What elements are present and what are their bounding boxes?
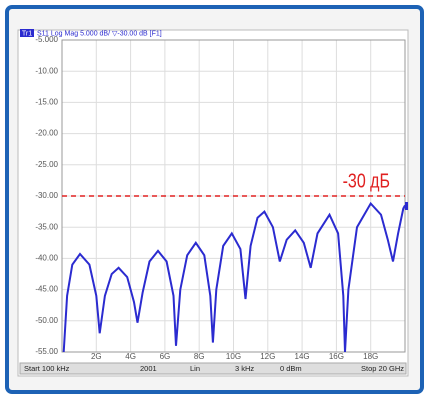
y-tick-label: -45.00 <box>35 285 58 294</box>
y-tick-label: -20.00 <box>35 129 58 138</box>
y-tick-label: -5.000 <box>35 35 58 44</box>
x-tick-label: 12G <box>260 352 275 361</box>
status-text: 0 dBm <box>280 364 302 373</box>
ref-marker <box>405 202 408 210</box>
y-tick-label: -30.00 <box>35 191 58 200</box>
y-tick-label: -55.00 <box>35 347 58 356</box>
x-tick-label: 16G <box>329 352 344 361</box>
plot-window <box>17 29 409 377</box>
status-text: Start 100 kHz <box>24 364 70 373</box>
x-tick-label: 14G <box>295 352 310 361</box>
trace-box <box>20 29 34 37</box>
x-tick-label: 8G <box>194 352 205 361</box>
x-tick-label: 10G <box>226 352 241 361</box>
x-tick-label: 4G <box>125 352 136 361</box>
x-tick-label: 6G <box>160 352 171 361</box>
y-tick-label: -10.00 <box>35 66 58 75</box>
y-tick-label: -25.00 <box>35 160 58 169</box>
trace-label: Tr1 <box>22 30 32 37</box>
status-text: 3 kHz <box>235 364 254 373</box>
y-tick-label: -50.00 <box>35 316 58 325</box>
status-text: Stop 20 GHz <box>361 364 404 373</box>
status-text: 2001 <box>140 364 157 373</box>
trace-line <box>62 201 406 353</box>
x-tick-label: 18G <box>363 352 378 361</box>
y-tick-label: -35.00 <box>35 222 58 231</box>
y-tick-label: -40.00 <box>35 254 58 263</box>
x-tick-label: 2G <box>91 352 102 361</box>
reference-label: -30 дБ <box>343 170 390 192</box>
y-tick-label: -15.00 <box>35 98 58 107</box>
status-bar <box>19 362 407 375</box>
trace-header: S11 Log Mag 5.000 dB/ ▽-30.00 dB [F1] <box>37 30 162 37</box>
status-text: Lin <box>190 364 200 373</box>
